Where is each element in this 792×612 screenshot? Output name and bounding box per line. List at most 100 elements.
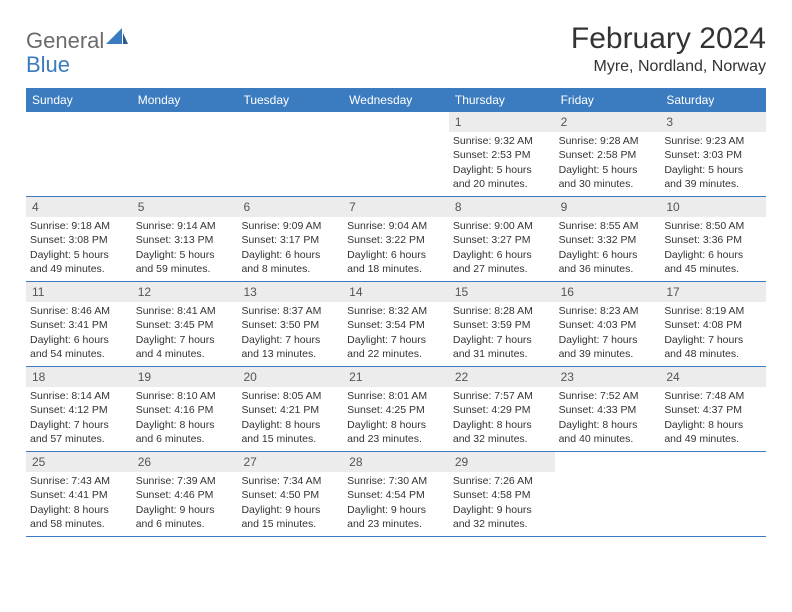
sunrise-text: Sunrise: 8:55 AM	[559, 219, 657, 233]
day-body: Sunrise: 7:39 AMSunset: 4:46 PMDaylight:…	[132, 472, 238, 535]
day-cell: 3Sunrise: 9:23 AMSunset: 3:03 PMDaylight…	[660, 112, 766, 196]
daylight-line2: and 13 minutes.	[241, 347, 339, 361]
week-row: 18Sunrise: 8:14 AMSunset: 4:12 PMDayligh…	[26, 367, 766, 452]
daylight-line1: Daylight: 6 hours	[347, 248, 445, 262]
sunset-text: Sunset: 3:36 PM	[664, 233, 762, 247]
day-cell: 5Sunrise: 9:14 AMSunset: 3:13 PMDaylight…	[132, 197, 238, 281]
daylight-line1: Daylight: 5 hours	[559, 163, 657, 177]
logo-sail-icon	[106, 28, 128, 49]
week-row: 25Sunrise: 7:43 AMSunset: 4:41 PMDayligh…	[26, 452, 766, 537]
day-cell: 25Sunrise: 7:43 AMSunset: 4:41 PMDayligh…	[26, 452, 132, 536]
daylight-line1: Daylight: 8 hours	[347, 418, 445, 432]
daylight-line1: Daylight: 7 hours	[30, 418, 128, 432]
sunset-text: Sunset: 4:50 PM	[241, 488, 339, 502]
day-number: 28	[343, 452, 449, 472]
sunrise-text: Sunrise: 9:09 AM	[241, 219, 339, 233]
daylight-line2: and 32 minutes.	[453, 432, 551, 446]
daylight-line2: and 8 minutes.	[241, 262, 339, 276]
day-cell: 22Sunrise: 7:57 AMSunset: 4:29 PMDayligh…	[449, 367, 555, 451]
day-number	[26, 112, 132, 132]
day-number: 3	[660, 112, 766, 132]
sunset-text: Sunset: 3:41 PM	[30, 318, 128, 332]
day-cell: 1Sunrise: 9:32 AMSunset: 2:53 PMDaylight…	[449, 112, 555, 196]
day-cell: 28Sunrise: 7:30 AMSunset: 4:54 PMDayligh…	[343, 452, 449, 536]
weekday-wed: Wednesday	[343, 88, 449, 112]
week-row: 1Sunrise: 9:32 AMSunset: 2:53 PMDaylight…	[26, 112, 766, 197]
day-body: Sunrise: 9:14 AMSunset: 3:13 PMDaylight:…	[132, 217, 238, 280]
day-body: Sunrise: 9:32 AMSunset: 2:53 PMDaylight:…	[449, 132, 555, 195]
daylight-line1: Daylight: 9 hours	[347, 503, 445, 517]
daylight-line1: Daylight: 8 hours	[241, 418, 339, 432]
day-cell: 12Sunrise: 8:41 AMSunset: 3:45 PMDayligh…	[132, 282, 238, 366]
sunset-text: Sunset: 4:21 PM	[241, 403, 339, 417]
weekday-sun: Sunday	[26, 88, 132, 112]
daylight-line1: Daylight: 9 hours	[453, 503, 551, 517]
day-body: Sunrise: 9:00 AMSunset: 3:27 PMDaylight:…	[449, 217, 555, 280]
sunrise-text: Sunrise: 9:28 AM	[559, 134, 657, 148]
day-cell	[343, 112, 449, 196]
weekday-tue: Tuesday	[237, 88, 343, 112]
sunset-text: Sunset: 2:58 PM	[559, 148, 657, 162]
daylight-line1: Daylight: 7 hours	[241, 333, 339, 347]
sunrise-text: Sunrise: 7:48 AM	[664, 389, 762, 403]
day-body: Sunrise: 8:50 AMSunset: 3:36 PMDaylight:…	[660, 217, 766, 280]
day-number: 27	[237, 452, 343, 472]
page: General February 2024 Myre, Nordland, No…	[0, 0, 792, 537]
day-number: 4	[26, 197, 132, 217]
sunrise-text: Sunrise: 8:37 AM	[241, 304, 339, 318]
sunrise-text: Sunrise: 7:57 AM	[453, 389, 551, 403]
day-number	[555, 452, 661, 472]
sunset-text: Sunset: 4:37 PM	[664, 403, 762, 417]
title-block: February 2024 Myre, Nordland, Norway	[571, 22, 766, 76]
daylight-line1: Daylight: 8 hours	[664, 418, 762, 432]
day-body: Sunrise: 9:04 AMSunset: 3:22 PMDaylight:…	[343, 217, 449, 280]
sunset-text: Sunset: 4:46 PM	[136, 488, 234, 502]
day-number: 11	[26, 282, 132, 302]
day-cell: 9Sunrise: 8:55 AMSunset: 3:32 PMDaylight…	[555, 197, 661, 281]
day-number: 12	[132, 282, 238, 302]
day-cell	[26, 112, 132, 196]
day-cell: 19Sunrise: 8:10 AMSunset: 4:16 PMDayligh…	[132, 367, 238, 451]
daylight-line1: Daylight: 6 hours	[453, 248, 551, 262]
daylight-line1: Daylight: 7 hours	[136, 333, 234, 347]
sunset-text: Sunset: 4:08 PM	[664, 318, 762, 332]
daylight-line1: Daylight: 5 hours	[453, 163, 551, 177]
day-body: Sunrise: 7:30 AMSunset: 4:54 PMDaylight:…	[343, 472, 449, 535]
day-cell: 23Sunrise: 7:52 AMSunset: 4:33 PMDayligh…	[555, 367, 661, 451]
daylight-line2: and 59 minutes.	[136, 262, 234, 276]
day-body: Sunrise: 7:57 AMSunset: 4:29 PMDaylight:…	[449, 387, 555, 450]
sunrise-text: Sunrise: 7:34 AM	[241, 474, 339, 488]
sunrise-text: Sunrise: 8:05 AM	[241, 389, 339, 403]
day-number	[660, 452, 766, 472]
daylight-line2: and 39 minutes.	[559, 347, 657, 361]
sunrise-text: Sunrise: 9:00 AM	[453, 219, 551, 233]
daylight-line1: Daylight: 7 hours	[453, 333, 551, 347]
daylight-line1: Daylight: 7 hours	[559, 333, 657, 347]
daylight-line2: and 54 minutes.	[30, 347, 128, 361]
daylight-line1: Daylight: 5 hours	[136, 248, 234, 262]
daylight-line2: and 4 minutes.	[136, 347, 234, 361]
daylight-line2: and 36 minutes.	[559, 262, 657, 276]
day-number: 18	[26, 367, 132, 387]
daylight-line1: Daylight: 9 hours	[136, 503, 234, 517]
day-number: 6	[237, 197, 343, 217]
calendar: Sunday Monday Tuesday Wednesday Thursday…	[26, 88, 766, 537]
day-cell	[237, 112, 343, 196]
day-cell	[660, 452, 766, 536]
weekday-thu: Thursday	[449, 88, 555, 112]
day-number: 5	[132, 197, 238, 217]
sunrise-text: Sunrise: 8:28 AM	[453, 304, 551, 318]
day-cell: 10Sunrise: 8:50 AMSunset: 3:36 PMDayligh…	[660, 197, 766, 281]
day-number: 1	[449, 112, 555, 132]
daylight-line2: and 31 minutes.	[453, 347, 551, 361]
day-cell: 24Sunrise: 7:48 AMSunset: 4:37 PMDayligh…	[660, 367, 766, 451]
day-body: Sunrise: 8:32 AMSunset: 3:54 PMDaylight:…	[343, 302, 449, 365]
daylight-line1: Daylight: 7 hours	[664, 333, 762, 347]
daylight-line2: and 49 minutes.	[30, 262, 128, 276]
day-cell: 29Sunrise: 7:26 AMSunset: 4:58 PMDayligh…	[449, 452, 555, 536]
day-body: Sunrise: 7:43 AMSunset: 4:41 PMDaylight:…	[26, 472, 132, 535]
day-body: Sunrise: 7:34 AMSunset: 4:50 PMDaylight:…	[237, 472, 343, 535]
daylight-line2: and 6 minutes.	[136, 517, 234, 531]
weekday-sat: Saturday	[660, 88, 766, 112]
day-number: 14	[343, 282, 449, 302]
